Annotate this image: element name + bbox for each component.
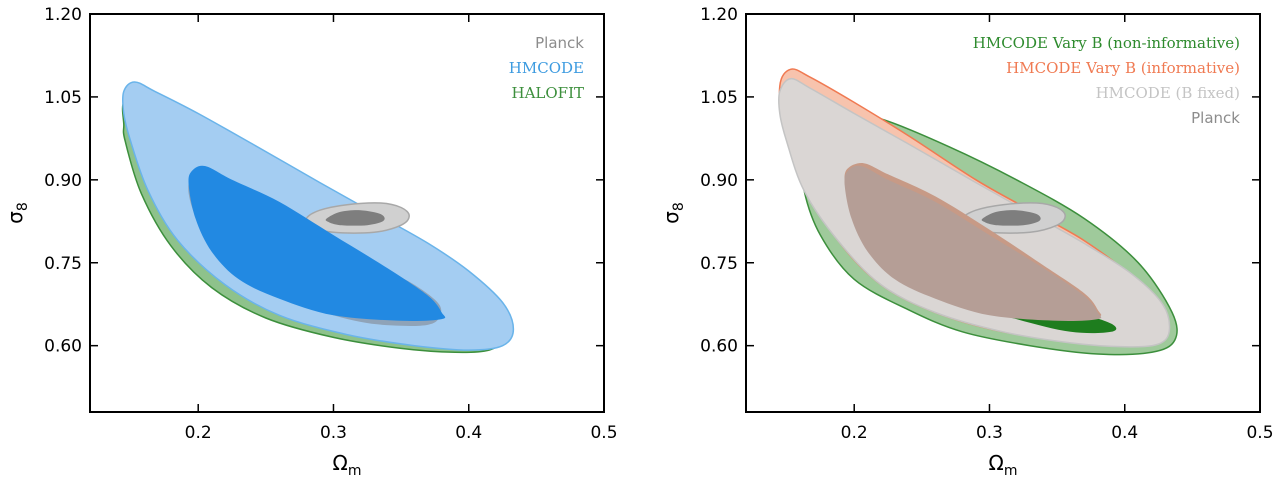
plot-frame — [89, 13, 605, 413]
x-tick-label: 0.3 — [976, 423, 1003, 443]
contour-inner-hmcode-b-fixed — [844, 165, 1102, 321]
legend-entry-planck: Planck — [1191, 109, 1240, 127]
y-tick-label: 1.05 — [44, 88, 82, 108]
x-tick-label: 0.5 — [1246, 423, 1273, 443]
legend-entry-planck: Planck — [535, 34, 584, 52]
legend-entry-hmcode-vary-b-informative: HMCODE Vary B (informative) — [1006, 59, 1240, 77]
x-axis-title: Ωm — [989, 451, 1018, 479]
y-tick-label: 0.75 — [700, 254, 738, 274]
legend-entry-hmcode: HMCODE — [509, 59, 584, 77]
y-tick-label: 0.60 — [44, 337, 82, 357]
legend-entry-hmcode-vary-b-non-informative: HMCODE Vary B (non-informative) — [973, 34, 1240, 52]
legend-entry-halofit: HALOFIT — [511, 84, 584, 102]
plot-frame — [745, 13, 1261, 413]
right-panel: 0.2 0.3 0.4 0.5 1.20 1.05 0.90 0.75 0.60 Ωm σ8 HMCO… — [659, 5, 1274, 479]
y-axis-title: σ8 — [659, 202, 687, 224]
y-tick-label: 0.60 — [700, 337, 738, 357]
y-tick-label: 1.20 — [700, 5, 738, 25]
x-tick-label: 0.5 — [590, 423, 617, 443]
x-tick-label: 0.2 — [841, 423, 868, 443]
x-tick-label: 0.2 — [185, 423, 212, 443]
y-tick-label: 0.90 — [700, 171, 738, 191]
y-tick-label: 1.20 — [44, 5, 82, 25]
x-tick-label: 0.4 — [455, 423, 482, 443]
legend-entry-hmcode-b-fixed: HMCODE (B fixed) — [1096, 84, 1240, 102]
y-tick-label: 0.75 — [44, 254, 82, 274]
contour-inner-planck — [981, 210, 1041, 226]
y-tick-label: 0.90 — [44, 171, 82, 191]
y-tick-label: 1.05 — [700, 88, 738, 108]
x-tick-label: 0.4 — [1111, 423, 1138, 443]
left-panel: 0.2 0.3 0.4 0.5 1.20 1.05 0.90 0.75 0.60 Ωm σ8 Plan… — [3, 5, 618, 479]
x-tick-label: 0.3 — [320, 423, 347, 443]
contour-inner-hmcode — [188, 165, 446, 321]
x-axis-title: Ωm — [333, 451, 362, 479]
y-axis-title: σ8 — [3, 202, 31, 224]
contour-inner-planck — [325, 210, 385, 226]
